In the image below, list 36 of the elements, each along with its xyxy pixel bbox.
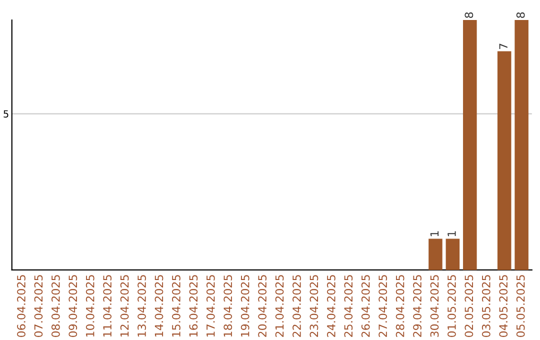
- x-tick-label: 09.04.2025: [68, 275, 78, 338]
- data-label: 8: [516, 12, 525, 18]
- x-tick-label: 13.04.2025: [138, 275, 146, 337]
- x-tick-label: 24.04.2025: [326, 275, 336, 337]
- data-label: 7: [499, 44, 508, 49]
- x-tick-label: 15.04.2025: [172, 275, 180, 337]
- x-tick-label: 21.04.2025: [275, 275, 284, 337]
- x-tick-label: 10.04.2025: [86, 275, 94, 337]
- x-tick-label: 16.04.2025: [189, 275, 198, 337]
- x-tick-label: 29.04.2025: [413, 275, 422, 337]
- x-tick-label: 01.05.2025: [448, 275, 456, 338]
- data-label: 8: [464, 12, 474, 18]
- data-label: 1: [448, 231, 456, 236]
- x-tick-label: 22.04.2025: [292, 275, 301, 337]
- x-tick-label: 14.04.2025: [154, 275, 164, 337]
- x-tick-label: 26.04.2025: [361, 275, 370, 337]
- x-tick-label: 23.04.2025: [310, 275, 318, 337]
- x-tick-label: 25.04.2025: [344, 275, 353, 337]
- x-tick-label: 20.04.2025: [258, 275, 267, 337]
- x-tick-label: 30.04.2025: [430, 275, 439, 337]
- x-tick-label: 19.04.2025: [240, 275, 250, 337]
- x-tick-label: 12.04.2025: [120, 275, 129, 337]
- x-tick-label: 05.05.2025: [516, 275, 525, 338]
- x-tick-label: 28.04.2025: [396, 275, 404, 337]
- x-tick-label: 07.04.2025: [34, 275, 43, 338]
- y-tick-label: 5: [4, 110, 8, 118]
- x-tick-label: 17.04.2025: [206, 275, 215, 337]
- data-label: 1: [430, 231, 439, 236]
- x-tick-label: 06.04.2025: [17, 275, 26, 338]
- x-tick-label: 11.04.2025: [103, 275, 112, 337]
- x-tick-label: 03.05.2025: [482, 275, 490, 338]
- x-tick-label: 04.05.2025: [499, 275, 508, 338]
- x-tick-label: 18.04.2025: [224, 275, 232, 337]
- x-tick-label: 08.04.2025: [51, 275, 60, 338]
- x-tick-label: 02.05.2025: [464, 275, 474, 338]
- x-tick-label: 27.04.2025: [378, 275, 388, 337]
